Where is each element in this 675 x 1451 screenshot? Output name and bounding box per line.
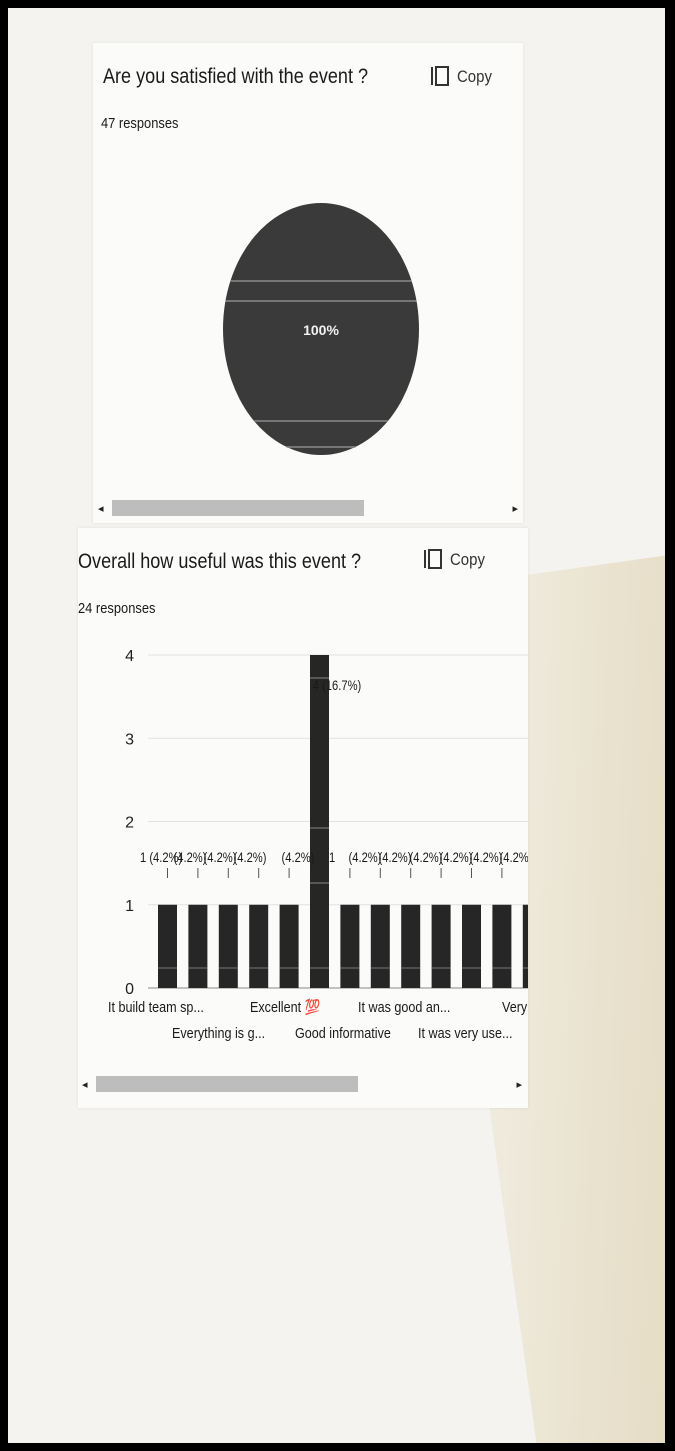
- bar-value-label: (4.2%): [204, 850, 237, 865]
- x-tick-label: It was very use...: [418, 1024, 512, 1041]
- question-card-usefulness: Overall how useful was this event ? Copy…: [78, 528, 528, 1108]
- copy-icon: [431, 66, 449, 86]
- bar-value-label: (4.2%): [410, 850, 443, 865]
- x-tick-label: Very: [502, 998, 527, 1015]
- response-count: 47 responses: [101, 115, 179, 132]
- bar: [218, 904, 238, 988]
- bar-value-label: (4.2%): [349, 850, 382, 865]
- copy-label: Copy: [450, 550, 485, 569]
- bar-value-label: (4.2%): [379, 850, 412, 865]
- y-tick-label: 1: [125, 898, 134, 915]
- x-tick-label: Everything is g...: [172, 1024, 265, 1041]
- pie-slice: [223, 203, 419, 455]
- page: Are you satisfied with the event ? Copy …: [8, 8, 665, 1443]
- bar: [279, 904, 299, 988]
- bar: [522, 904, 528, 988]
- bar-value-label: (4.2%): [500, 850, 528, 865]
- y-tick-label: 0: [125, 981, 134, 998]
- bar: [340, 904, 360, 988]
- bar-value-label: (4.2%): [282, 850, 315, 865]
- x-tick-label: Good informative: [295, 1024, 391, 1041]
- bar: [158, 904, 177, 988]
- horizontal-scrollbar[interactable]: ◂ ▸: [98, 500, 518, 516]
- bar-value-label: (4.2%): [440, 850, 473, 865]
- x-tick-label: Excellent 💯: [250, 998, 320, 1016]
- response-count: 24 responses: [78, 600, 156, 617]
- bar-value-label: (4.2%): [174, 850, 207, 865]
- pie-slice-label: 100%: [303, 322, 339, 338]
- bar: [431, 904, 451, 988]
- scroll-left-icon[interactable]: ◂: [98, 503, 104, 515]
- scroll-thumb[interactable]: [112, 500, 364, 516]
- bar-value-label: (4.2%): [470, 850, 503, 865]
- bar: [462, 904, 481, 988]
- bar: [401, 904, 421, 988]
- x-tick-label: It was good an...: [358, 998, 450, 1015]
- copy-icon: [424, 549, 442, 569]
- question-title: Are you satisfied with the event ?: [103, 65, 369, 88]
- bar-value-label: 1: [329, 850, 335, 865]
- scroll-right-icon[interactable]: ▸: [512, 503, 518, 515]
- y-tick-label: 2: [125, 815, 134, 832]
- question-title: Overall how useful was this event ?: [78, 550, 362, 573]
- horizontal-scrollbar[interactable]: ◂ ▸: [82, 1076, 522, 1092]
- copy-button[interactable]: Copy: [424, 548, 490, 572]
- x-tick-label: It build team sp...: [108, 998, 204, 1015]
- copy-button[interactable]: Copy: [431, 65, 497, 89]
- bar: [188, 904, 208, 988]
- y-tick-label: 4: [125, 648, 134, 665]
- bar: [370, 904, 390, 988]
- y-tick-label: 3: [125, 731, 134, 748]
- bar: [310, 655, 329, 988]
- bar-value-label: 1 (4.2%): [140, 850, 182, 865]
- scroll-left-icon[interactable]: ◂: [82, 1079, 88, 1091]
- bar: [492, 904, 512, 988]
- pie-chart: 100%: [223, 203, 419, 455]
- copy-label: Copy: [457, 67, 492, 86]
- question-card-satisfaction: Are you satisfied with the event ? Copy …: [93, 43, 523, 523]
- scroll-right-icon[interactable]: ▸: [516, 1079, 522, 1091]
- bar-value-label: (4.2%): [234, 850, 267, 865]
- scroll-thumb[interactable]: [96, 1076, 358, 1092]
- bar: [249, 904, 269, 988]
- bar-value-label: 4 (16.7%): [313, 678, 361, 693]
